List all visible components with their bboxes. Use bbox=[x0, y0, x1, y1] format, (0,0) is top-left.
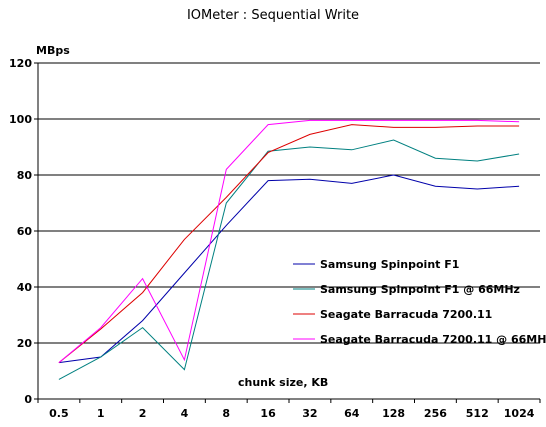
x-tick-label: 16 bbox=[260, 407, 276, 420]
x-tick-label: 1 bbox=[97, 407, 105, 420]
x-tick-label: 1024 bbox=[504, 407, 535, 420]
y-tick-label: 20 bbox=[17, 337, 33, 350]
x-tick-label: 64 bbox=[344, 407, 360, 420]
chart-title: IOMeter : Sequential Write bbox=[186, 8, 360, 23]
series-line-3 bbox=[58, 124, 520, 363]
y-tick-label: 60 bbox=[17, 225, 33, 238]
x-tick-label: 8 bbox=[222, 407, 230, 420]
x-tick-label: 4 bbox=[181, 407, 189, 420]
y-tick-label: 40 bbox=[17, 281, 33, 294]
x-tick-label: 128 bbox=[382, 407, 405, 420]
x-tick-label: 32 bbox=[302, 407, 317, 420]
legend-label: Samsung Spinpoint F1 @ 66MHz bbox=[320, 283, 520, 296]
legend-label: Seagate Barracuda 7200.11 @ 66MHz bbox=[320, 333, 546, 346]
y-tick-label: 120 bbox=[9, 57, 32, 70]
series-line-2 bbox=[58, 139, 520, 380]
y-axis-label: MBps bbox=[36, 44, 70, 57]
x-tick-label: 256 bbox=[424, 407, 447, 420]
legend-label: Samsung Spinpoint F1 bbox=[320, 258, 459, 271]
x-tick-label: 512 bbox=[466, 407, 489, 420]
series-line-1 bbox=[58, 174, 520, 364]
y-tick-label: 80 bbox=[17, 169, 33, 182]
series-line-4 bbox=[58, 119, 520, 363]
y-tick-label: 100 bbox=[9, 113, 32, 126]
x-tick-label: 2 bbox=[139, 407, 147, 420]
x-axis-label: chunk size, KB bbox=[238, 376, 329, 389]
legend-label: Seagate Barracuda 7200.11 bbox=[320, 308, 492, 321]
y-tick-label: 0 bbox=[24, 393, 32, 406]
x-tick-label: 0.5 bbox=[49, 407, 69, 420]
